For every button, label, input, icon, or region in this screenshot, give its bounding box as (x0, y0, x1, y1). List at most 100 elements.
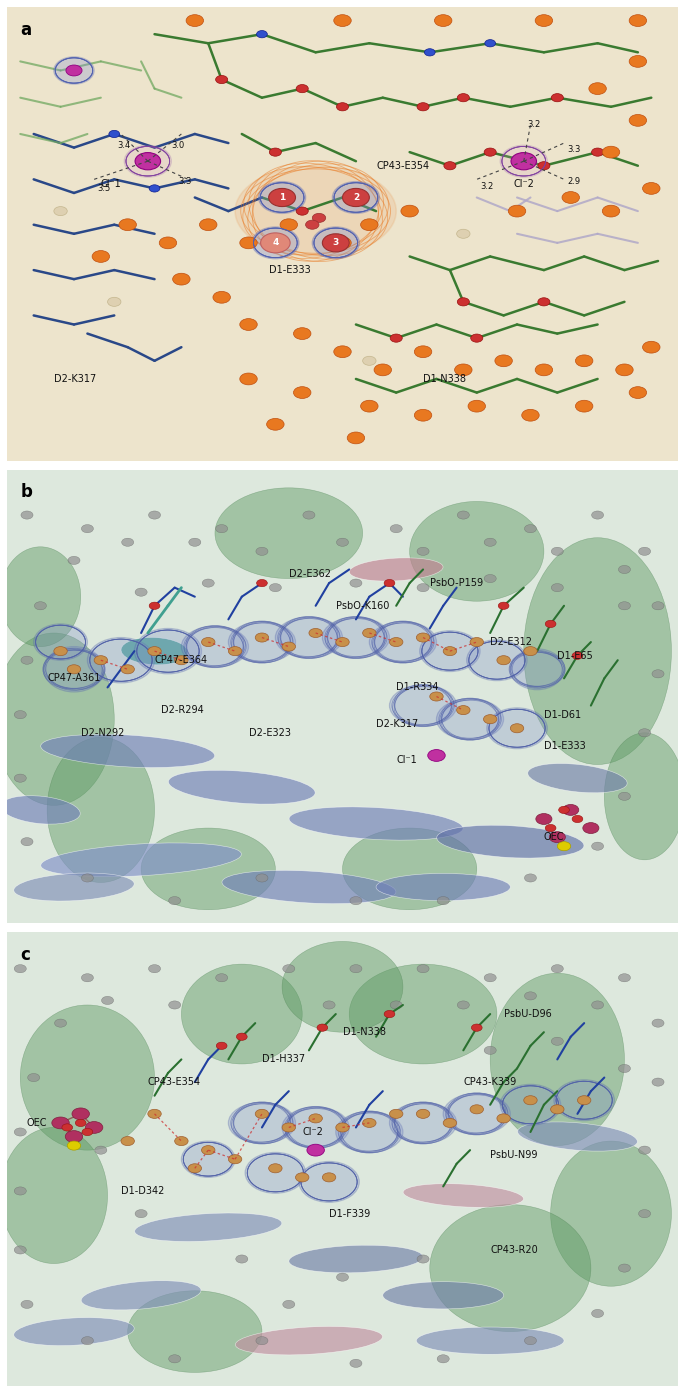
Circle shape (497, 656, 510, 664)
Text: OEC: OEC (544, 832, 564, 843)
Ellipse shape (342, 827, 477, 910)
Circle shape (216, 1042, 227, 1049)
Circle shape (589, 82, 606, 95)
Circle shape (444, 162, 456, 170)
Circle shape (577, 1096, 591, 1105)
Text: Cl⁻2: Cl⁻2 (514, 178, 534, 189)
Circle shape (592, 511, 603, 520)
Circle shape (572, 815, 583, 823)
Circle shape (434, 15, 452, 26)
Ellipse shape (215, 488, 362, 578)
Circle shape (66, 65, 82, 75)
Circle shape (312, 213, 326, 223)
Circle shape (159, 237, 177, 249)
Circle shape (240, 319, 258, 330)
Circle shape (336, 538, 349, 546)
Circle shape (323, 234, 349, 252)
Text: D2-E323: D2-E323 (249, 727, 290, 738)
Circle shape (21, 837, 33, 846)
Circle shape (417, 584, 429, 592)
Circle shape (484, 715, 497, 724)
Circle shape (186, 15, 203, 26)
Circle shape (121, 1137, 134, 1145)
Circle shape (643, 341, 660, 352)
Circle shape (216, 75, 227, 84)
Text: D2-E362: D2-E362 (289, 568, 331, 579)
Ellipse shape (299, 1162, 359, 1202)
Circle shape (216, 974, 227, 982)
Circle shape (468, 400, 486, 412)
Ellipse shape (390, 685, 457, 726)
Ellipse shape (228, 1102, 295, 1144)
Circle shape (213, 291, 230, 304)
Text: 3.3: 3.3 (178, 177, 191, 187)
Circle shape (619, 1064, 630, 1073)
Circle shape (95, 1146, 107, 1155)
Ellipse shape (182, 964, 302, 1064)
Circle shape (307, 1144, 325, 1156)
Circle shape (616, 364, 633, 376)
Ellipse shape (236, 1326, 382, 1355)
Circle shape (323, 1173, 336, 1181)
Circle shape (148, 1109, 161, 1119)
Circle shape (498, 602, 509, 609)
Circle shape (417, 547, 429, 556)
Circle shape (536, 814, 552, 825)
Ellipse shape (429, 1205, 591, 1332)
Text: PsbU-D96: PsbU-D96 (503, 1009, 551, 1020)
Text: D1-E333: D1-E333 (544, 741, 586, 751)
Circle shape (551, 964, 563, 972)
Circle shape (293, 387, 311, 398)
Circle shape (236, 1034, 247, 1041)
Circle shape (283, 1300, 295, 1308)
Ellipse shape (14, 873, 134, 901)
Circle shape (535, 364, 553, 376)
Ellipse shape (282, 1107, 349, 1148)
Ellipse shape (390, 1102, 457, 1144)
Circle shape (602, 146, 620, 157)
Circle shape (638, 729, 651, 737)
Text: 3.2: 3.2 (480, 181, 493, 191)
Text: PsbO-P159: PsbO-P159 (429, 578, 483, 588)
Ellipse shape (141, 827, 275, 910)
Ellipse shape (420, 631, 480, 671)
Circle shape (269, 584, 282, 592)
Ellipse shape (332, 181, 379, 213)
Text: D1-H337: D1-H337 (262, 1055, 305, 1064)
Circle shape (72, 1107, 90, 1120)
Circle shape (109, 131, 120, 138)
Text: PsbU-N99: PsbU-N99 (490, 1149, 538, 1160)
Circle shape (511, 153, 536, 170)
Circle shape (562, 805, 579, 815)
Text: D1-F339: D1-F339 (329, 1209, 371, 1219)
Circle shape (169, 897, 181, 904)
Text: D1-R334: D1-R334 (396, 683, 438, 692)
Circle shape (551, 93, 563, 102)
Circle shape (652, 670, 664, 678)
Circle shape (425, 49, 435, 56)
Ellipse shape (518, 1121, 637, 1151)
Circle shape (558, 841, 571, 851)
Circle shape (545, 620, 556, 627)
Circle shape (135, 1209, 147, 1217)
Circle shape (14, 1128, 26, 1137)
Circle shape (336, 1273, 349, 1282)
Ellipse shape (44, 646, 104, 692)
Circle shape (471, 1024, 482, 1031)
Circle shape (638, 1146, 651, 1155)
Circle shape (342, 188, 369, 206)
Circle shape (149, 511, 160, 520)
Circle shape (260, 233, 290, 254)
Circle shape (317, 1024, 327, 1031)
Circle shape (122, 538, 134, 546)
Ellipse shape (466, 639, 527, 681)
Circle shape (457, 706, 470, 715)
Text: 2: 2 (353, 194, 359, 202)
Ellipse shape (127, 1291, 262, 1372)
Ellipse shape (289, 1245, 423, 1273)
Circle shape (524, 646, 537, 656)
Circle shape (201, 1145, 215, 1155)
Ellipse shape (0, 547, 81, 646)
Ellipse shape (487, 708, 547, 748)
Text: D1-N338: D1-N338 (342, 1027, 386, 1038)
